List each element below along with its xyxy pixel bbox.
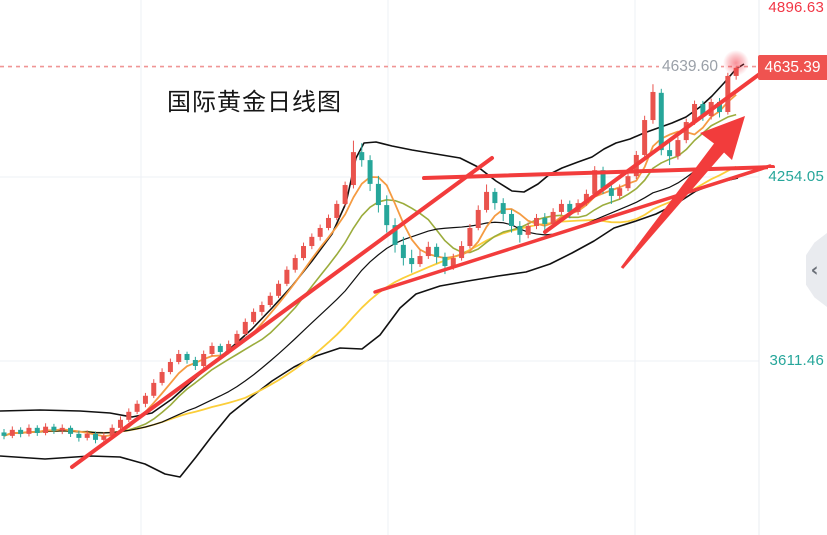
price-axis-label: 3611.46 — [769, 352, 824, 369]
price-dashed-line — [0, 50, 758, 76]
price-axis-label: 4254.05 — [768, 168, 824, 185]
resistance-line[interactable] — [422, 165, 775, 180]
last-candle-glow — [723, 50, 749, 76]
arrow-head[interactable] — [700, 116, 745, 160]
price-axis-label: 4896.63 — [768, 0, 824, 16]
candles-layer — [1, 66, 739, 444]
gridlines — [0, 0, 760, 535]
price-level-label: 4639.60 — [659, 57, 722, 76]
bollinger-bands — [0, 63, 745, 478]
last-price-value: 4635.39 — [764, 58, 821, 76]
chart-title-annotation: 国际黄金日线图 — [167, 89, 342, 116]
chevron-left-icon: ‹ — [810, 259, 819, 281]
last-price-badge: 4635.39 — [758, 55, 827, 81]
drawing-annotations — [70, 71, 775, 469]
trendline-3[interactable] — [543, 71, 763, 234]
trendline-2[interactable] — [373, 164, 772, 294]
panel-collapse-button[interactable]: ‹ — [806, 233, 827, 307]
moving-averages — [3, 94, 737, 438]
arrow-shaft[interactable] — [620, 138, 729, 269]
trendline-1[interactable] — [70, 156, 494, 469]
